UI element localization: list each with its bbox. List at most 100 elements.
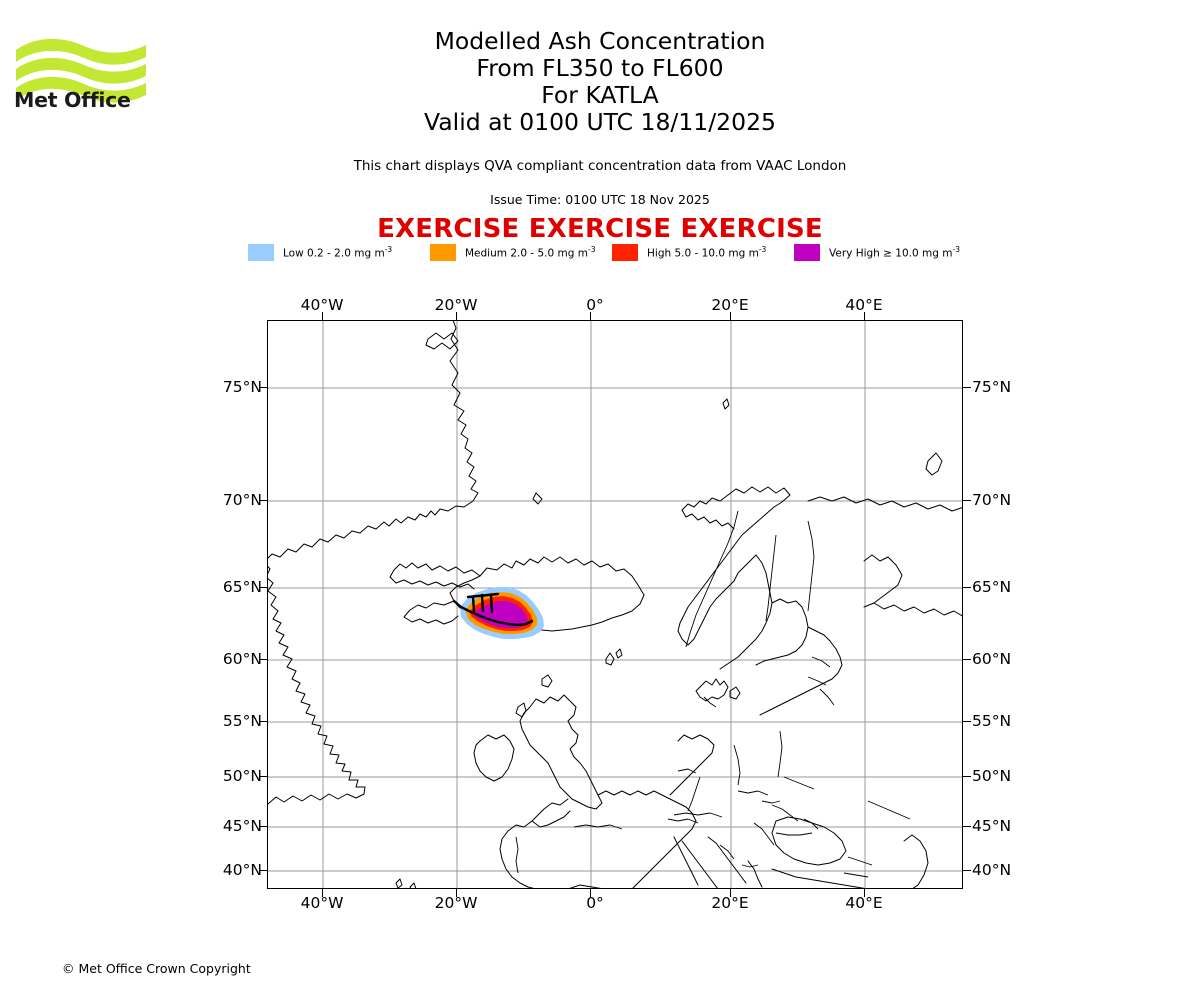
border-no-se — [685, 510, 739, 648]
tick-lat-right — [963, 587, 971, 589]
ash-plume-layer — [452, 587, 544, 639]
tick-lat-right — [963, 776, 971, 778]
lon-label-bottom-20e: 20°E — [711, 894, 749, 912]
lat-label-left-45n: 45°N — [222, 817, 262, 835]
lat-label-right-60n: 60°N — [972, 650, 1012, 668]
coastline-bear-island — [722, 398, 730, 410]
border-hu-ro — [771, 804, 799, 822]
lat-label-left-40n: 40°N — [222, 861, 262, 879]
tick-lon-bottom — [730, 889, 732, 897]
lon-label-top-20e: 20°E — [711, 296, 749, 314]
plume-overlay-coast — [452, 599, 534, 627]
exercise-banner: EXERCISE EXERCISE EXERCISE — [377, 214, 823, 244]
legend-swatch-high-icon — [612, 243, 638, 261]
border-de-fr — [687, 776, 701, 812]
ash-concentration-map[interactable] — [267, 320, 963, 889]
lon-label-top-40w: 40°W — [300, 296, 344, 314]
coastline-scotland-isles — [541, 674, 553, 688]
lat-label-left-55n: 55°N — [222, 712, 262, 730]
border-de-pl — [733, 744, 741, 786]
coastline-faroe-islands — [605, 652, 615, 666]
page-title: Modelled Ash Concentration — [434, 27, 766, 55]
qva-note: This chart displays QVA compliant concen… — [353, 158, 847, 174]
lat-label-right-45n: 45°N — [972, 817, 1012, 835]
border-se-fi — [765, 534, 777, 622]
border-md-ua — [803, 818, 819, 830]
valid-time: Valid at 0100 UTC 18/11/2025 — [424, 108, 776, 136]
coastline-caspian — [903, 834, 929, 888]
coastline-greenland-south — [268, 565, 366, 805]
coastline-sweden-baltic — [719, 554, 773, 670]
coastline-denmark — [695, 678, 729, 702]
tick-lon-top — [590, 312, 592, 320]
coastline-greenland — [268, 321, 479, 559]
coastline-greece-aegean — [747, 860, 763, 888]
border-ee-lv — [811, 656, 831, 668]
coastline-western-europe — [597, 790, 697, 888]
coastline-greenland-ne-fjords — [425, 332, 459, 350]
border-hr-ba — [719, 844, 735, 860]
lon-label-top-0: 0° — [586, 296, 604, 314]
country-borders-layer — [515, 510, 911, 878]
plume-contour-very-high — [473, 601, 528, 628]
coastline-white-sea — [863, 554, 903, 604]
lat-label-right-70n: 70°N — [972, 491, 1012, 509]
tick-lon-top — [864, 312, 866, 320]
coastline-italy-west — [673, 836, 699, 886]
flight-levels: From FL350 to FL600 — [476, 54, 724, 82]
legend-label-low: Low 0.2 - 2.0 mg m-3 — [283, 244, 393, 260]
border-tr-ge — [843, 872, 869, 878]
lat-label-left-60n: 60°N — [222, 650, 262, 668]
tick-lon-bottom — [322, 889, 324, 897]
coastline-turkey-anatolia — [771, 868, 866, 888]
volcano-name: For KATLA — [541, 81, 659, 109]
coastline-gulf-of-bothnia — [755, 598, 809, 666]
tick-lat-left — [259, 870, 267, 872]
legend-item-very-high: Very High ≥ 10.0 mg m-3 — [794, 243, 960, 261]
border-lv-lt — [807, 676, 827, 686]
border-ua-pl — [783, 776, 815, 790]
coastline-balkans-adriatic — [707, 836, 747, 884]
border-alps — [673, 812, 723, 818]
coastlines-layer — [268, 321, 962, 888]
tick-lon-bottom — [456, 889, 458, 897]
coastline-black-sea — [771, 816, 847, 866]
legend-swatch-low-icon — [248, 243, 274, 261]
legend-swatch-very-high-icon — [794, 243, 820, 261]
coastline-iceland-westfjords — [389, 562, 481, 590]
lat-label-left-75n: 75°N — [222, 378, 262, 396]
coastline-finnmark — [681, 494, 735, 530]
brand-wordmark: Met Office — [14, 88, 131, 112]
coastline-great-britain — [519, 694, 603, 810]
lat-label-left-70n: 70°N — [222, 491, 262, 509]
chart-title-block: Modelled Ash Concentration From FL350 to… — [0, 28, 1200, 136]
border-sk-hu — [761, 800, 781, 804]
legend-item-medium: Medium 2.0 - 5.0 mg m-3 — [430, 243, 595, 261]
lon-label-bottom-40e: 40°E — [845, 894, 883, 912]
tick-lat-right — [963, 659, 971, 661]
graticule-grid — [268, 321, 962, 888]
lon-label-top-40e: 40°E — [845, 296, 883, 314]
coastline-france-biscay — [531, 798, 571, 828]
tick-lon-bottom — [590, 889, 592, 897]
lat-label-right-75n: 75°N — [972, 378, 1012, 396]
legend-label-high: High 5.0 - 10.0 mg m-3 — [647, 244, 767, 260]
coastline-med-africa — [569, 884, 602, 888]
border-ro-bg — [775, 832, 813, 836]
tick-lat-right — [963, 721, 971, 723]
border-it-ch — [667, 818, 699, 824]
tick-lat-right — [963, 500, 971, 502]
border-lt-by — [819, 688, 835, 706]
coastline-norway — [677, 486, 791, 646]
coastline-kola-arctic — [807, 496, 962, 512]
tick-lat-left — [259, 387, 267, 389]
border-pt-es — [515, 836, 519, 874]
copyright-notice: © Met Office Crown Copyright — [62, 961, 251, 976]
coastline-iberia — [499, 820, 535, 888]
border-fi-ru — [807, 520, 815, 612]
coastline-jan-mayen — [532, 492, 543, 505]
lon-label-bottom-0: 0° — [586, 894, 604, 912]
tick-lat-left — [259, 500, 267, 502]
border-ge-ru — [847, 856, 873, 866]
coastline-hebrides — [515, 702, 527, 718]
